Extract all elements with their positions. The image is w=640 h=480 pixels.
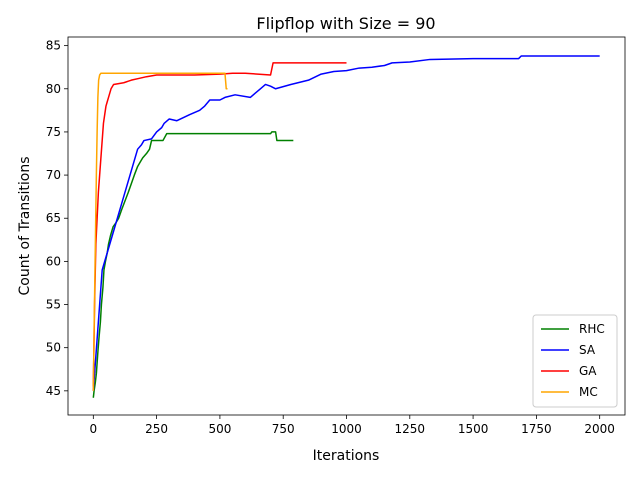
y-tick-label: 75 (46, 125, 61, 139)
legend-box (532, 314, 618, 408)
chart-title: Flipflop with Size = 90 (256, 14, 435, 33)
y-tick-label: 85 (46, 39, 61, 53)
legend-label-sa: SA (579, 343, 596, 357)
y-tick-label: 80 (46, 82, 61, 96)
y-tick-label: 45 (46, 384, 61, 398)
x-tick-label: 1000 (331, 422, 362, 436)
y-tick-label: 50 (46, 341, 61, 355)
legend-label-ga: GA (579, 364, 597, 378)
x-tick-label: 1250 (395, 422, 426, 436)
y-tick-label: 60 (46, 254, 61, 268)
x-axis-label: Iterations (313, 448, 380, 464)
x-tick-label: 1500 (458, 422, 489, 436)
x-tick-label: 250 (145, 422, 168, 436)
series-line-ga (92, 62, 347, 387)
y-axis-label: Count of Transitions (17, 157, 33, 296)
x-tick-label: 0 (89, 422, 97, 436)
legend-label-rhc: RHC (579, 322, 605, 336)
series-layer (92, 55, 600, 398)
legend: RHC SA GA MC (532, 314, 618, 408)
series-line-mc (92, 72, 228, 391)
x-tick-label: 2000 (584, 422, 615, 436)
axes-layer: 0 250 500 750 1000 1250 1500 1750 2000 45 50 55 60 65… (46, 36, 626, 436)
x-tick-label: 1750 (521, 422, 552, 436)
series-line-rhc (92, 131, 294, 398)
y-tick-label: 70 (46, 168, 61, 182)
x-tick-label: 750 (272, 422, 295, 436)
y-tick-label: 55 (46, 298, 61, 312)
x-tick-label: 500 (208, 422, 231, 436)
series-line-sa (92, 55, 600, 391)
y-tick-label: 65 (46, 211, 61, 225)
legend-label-mc: MC (579, 385, 598, 399)
